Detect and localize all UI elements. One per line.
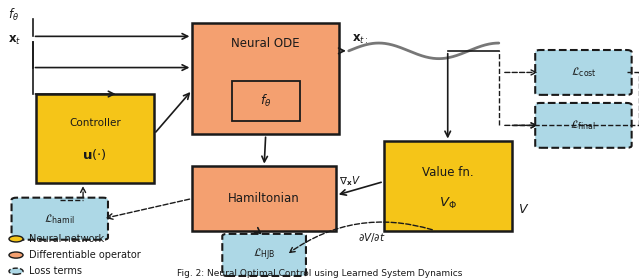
FancyBboxPatch shape <box>222 234 306 276</box>
Text: $f_\theta$: $f_\theta$ <box>260 93 271 109</box>
Text: $V_\Phi$: $V_\Phi$ <box>439 196 456 211</box>
Bar <box>232 81 300 121</box>
Text: Hamiltonian: Hamiltonian <box>228 192 300 205</box>
Text: $\mathbf{u}(\cdot)$: $\mathbf{u}(\cdot)$ <box>83 147 108 162</box>
Text: $f_\theta$: $f_\theta$ <box>8 7 19 23</box>
Text: $\mathcal{L}_{\mathrm{cost}}$: $\mathcal{L}_{\mathrm{cost}}$ <box>570 66 596 79</box>
Text: $\partial V/\partial t$: $\partial V/\partial t$ <box>358 231 386 244</box>
Bar <box>192 167 336 230</box>
Text: $\mathbf{x}_t$: $\mathbf{x}_t$ <box>8 34 22 46</box>
Text: Loss terms: Loss terms <box>29 266 82 276</box>
Text: $\mathcal{L}_{\mathrm{hamil}}$: $\mathcal{L}_{\mathrm{hamil}}$ <box>44 212 75 226</box>
FancyBboxPatch shape <box>12 198 108 240</box>
Text: Controller: Controller <box>69 118 121 128</box>
Circle shape <box>9 252 23 258</box>
Text: Differentiable operator: Differentiable operator <box>29 250 141 260</box>
Bar <box>384 141 511 230</box>
Circle shape <box>9 268 23 274</box>
Circle shape <box>9 236 23 242</box>
FancyBboxPatch shape <box>535 103 632 148</box>
Text: Value fn.: Value fn. <box>422 166 474 179</box>
Text: Fig. 2: Neural Optimal Control using Learned System Dynamics: Fig. 2: Neural Optimal Control using Lea… <box>177 269 463 278</box>
Text: $\nabla_\mathbf{x} V$: $\nabla_\mathbf{x} V$ <box>339 174 361 188</box>
Text: $\mathcal{L}_{\mathrm{final}}$: $\mathcal{L}_{\mathrm{final}}$ <box>570 118 596 132</box>
Text: $\mathbf{x}_{t:}$: $\mathbf{x}_{t:}$ <box>352 33 368 46</box>
Text: $V$: $V$ <box>518 203 529 216</box>
Text: $\mathcal{L}_{\mathrm{HJB}}$: $\mathcal{L}_{\mathrm{HJB}}$ <box>253 247 275 263</box>
Bar <box>36 94 154 183</box>
FancyBboxPatch shape <box>535 50 632 95</box>
Text: Neural network: Neural network <box>29 234 104 244</box>
Text: Neural ODE: Neural ODE <box>232 37 300 50</box>
Bar <box>192 23 339 134</box>
